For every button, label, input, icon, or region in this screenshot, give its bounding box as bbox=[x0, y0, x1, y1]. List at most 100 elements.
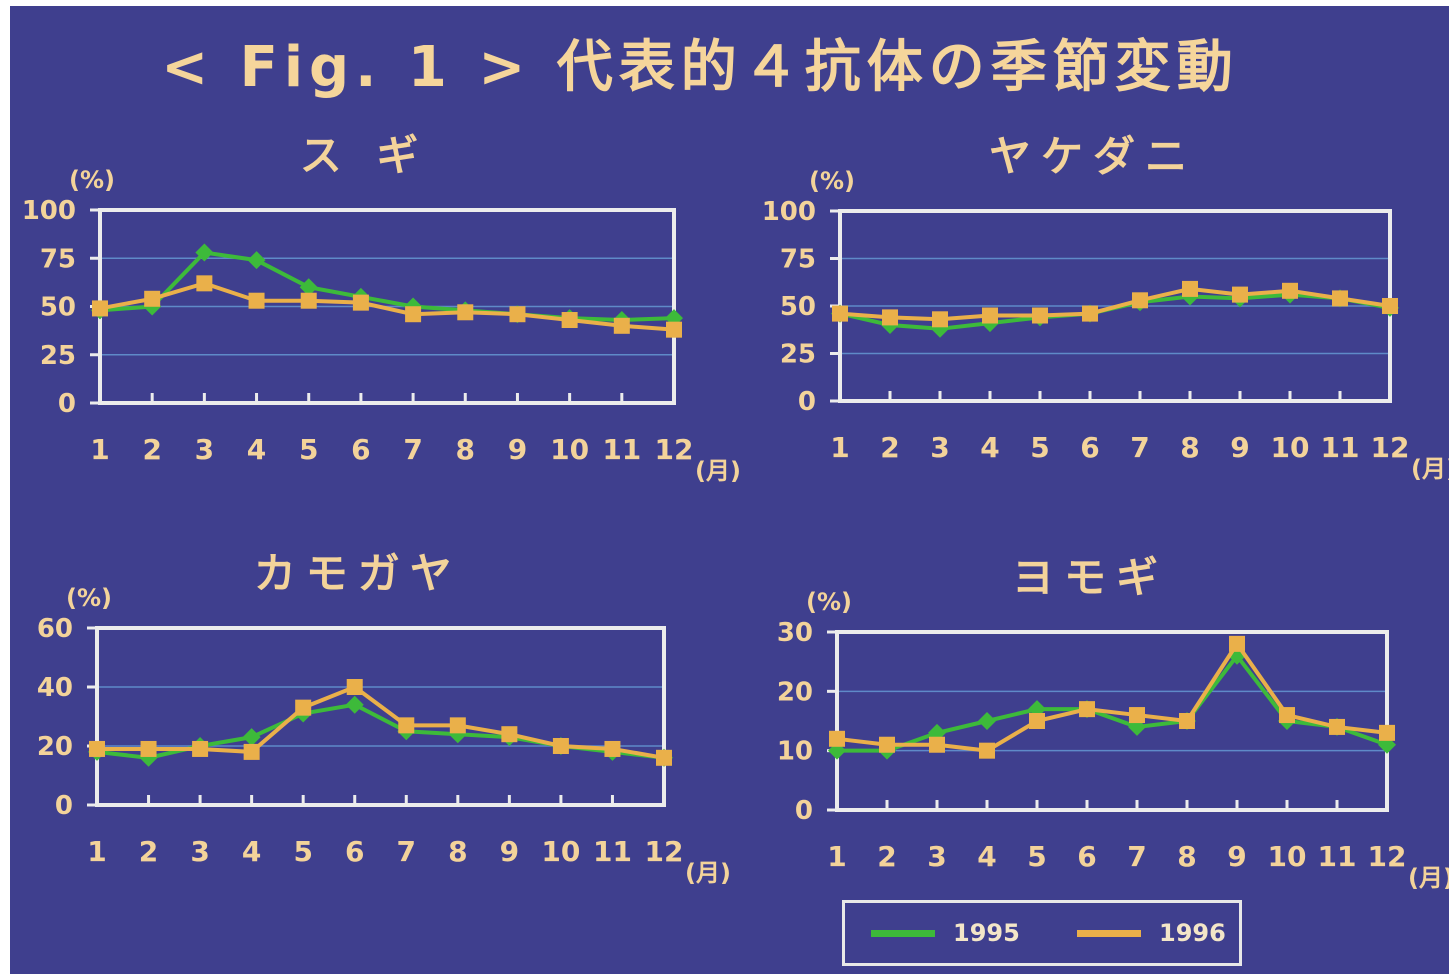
data-point-1996 bbox=[1132, 292, 1148, 309]
x-tick-label: 5 bbox=[299, 433, 318, 466]
data-point-1996 bbox=[1079, 701, 1095, 718]
data-point-1996 bbox=[140, 740, 157, 757]
x-tick-label: 9 bbox=[1227, 840, 1246, 873]
x-tick-label: 5 bbox=[1027, 840, 1046, 873]
x-tick-label: 11 bbox=[593, 835, 632, 868]
data-point-1996 bbox=[932, 311, 948, 328]
x-tick-label: 7 bbox=[1127, 840, 1146, 873]
data-point-1996 bbox=[449, 717, 466, 734]
data-point-1996 bbox=[1232, 286, 1248, 303]
x-unit-label: (月) bbox=[695, 457, 741, 485]
series-line-1995 bbox=[99, 250, 675, 323]
data-point-1996 bbox=[352, 294, 369, 311]
x-unit-label: (月) bbox=[1408, 864, 1449, 892]
x-tick-label: 3 bbox=[930, 431, 949, 464]
legend: 1995 1996 bbox=[842, 900, 1242, 966]
chart-title: ス ギ bbox=[300, 131, 429, 180]
data-point-1996 bbox=[1229, 635, 1245, 652]
y-tick-label: 40 bbox=[37, 673, 73, 703]
data-point-1995 bbox=[247, 251, 266, 270]
x-tick-label: 9 bbox=[500, 835, 519, 868]
legend-swatch-1995 bbox=[871, 929, 935, 937]
chart-title: カモガヤ bbox=[254, 549, 462, 598]
legend-label-1995: 1995 bbox=[953, 919, 1020, 947]
x-tick-label: 12 bbox=[655, 433, 694, 466]
data-point-1996 bbox=[1379, 724, 1395, 741]
x-tick-label: 9 bbox=[1230, 431, 1249, 464]
x-tick-label: 3 bbox=[195, 433, 214, 466]
data-point-1996 bbox=[1282, 282, 1298, 299]
data-point-1995 bbox=[195, 243, 214, 262]
data-point-1996 bbox=[879, 736, 895, 753]
x-tick-label: 11 bbox=[1318, 840, 1357, 873]
x-unit-label: (月) bbox=[685, 859, 731, 887]
y-tick-label: 25 bbox=[40, 341, 76, 371]
data-point-1996 bbox=[405, 306, 422, 323]
data-point-1996 bbox=[666, 321, 682, 338]
data-point-1996 bbox=[457, 304, 474, 321]
data-point-1996 bbox=[929, 736, 945, 753]
data-point-1996 bbox=[979, 742, 995, 759]
y-tick-label: 20 bbox=[777, 677, 813, 707]
x-tick-label: 6 bbox=[351, 433, 370, 466]
chart-title: ヤケダニ bbox=[989, 132, 1197, 181]
x-tick-label: 5 bbox=[1030, 431, 1049, 464]
x-tick-label: 3 bbox=[190, 835, 209, 868]
data-point-1996 bbox=[1279, 707, 1295, 724]
y-tick-label: 100 bbox=[22, 196, 76, 226]
series-line-1996 bbox=[97, 684, 665, 760]
y-tick-label: 20 bbox=[37, 732, 73, 762]
x-tick-label: 1 bbox=[90, 433, 109, 466]
x-unit-label: (月) bbox=[1411, 455, 1449, 483]
x-tick-label: 10 bbox=[550, 433, 589, 466]
data-point-1996 bbox=[613, 317, 630, 334]
x-tick-label: 7 bbox=[1130, 431, 1149, 464]
y-tick-label: 0 bbox=[795, 796, 813, 826]
x-tick-label: 2 bbox=[139, 835, 158, 868]
data-point-1996 bbox=[1182, 280, 1198, 297]
x-tick-label: 12 bbox=[1371, 431, 1410, 464]
x-tick-label: 8 bbox=[456, 433, 475, 466]
x-tick-label: 11 bbox=[602, 433, 641, 466]
data-point-1996 bbox=[832, 305, 848, 322]
y-unit-label: (%) bbox=[69, 166, 115, 194]
x-tick-label: 2 bbox=[880, 431, 899, 464]
data-point-1996 bbox=[656, 749, 672, 766]
y-tick-label: 60 bbox=[37, 614, 73, 644]
data-point-1996 bbox=[144, 290, 161, 307]
data-point-1996 bbox=[300, 292, 317, 309]
chart-title: ヨモギ bbox=[1012, 553, 1168, 602]
y-tick-label: 0 bbox=[798, 387, 816, 417]
data-point-1996 bbox=[552, 738, 569, 754]
x-tick-label: 9 bbox=[508, 433, 527, 466]
data-point-1996 bbox=[982, 307, 998, 324]
data-point-1996 bbox=[604, 740, 621, 757]
x-tick-label: 1 bbox=[830, 431, 849, 464]
legend-item-1995: 1995 bbox=[871, 903, 1020, 963]
slide-background bbox=[10, 6, 1449, 974]
x-tick-label: 8 bbox=[1180, 431, 1199, 464]
data-point-1996 bbox=[1129, 707, 1145, 724]
legend-label-1996: 1996 bbox=[1159, 919, 1226, 947]
data-point-1996 bbox=[196, 275, 213, 292]
y-tick-label: 75 bbox=[40, 244, 76, 274]
series-line-1996 bbox=[836, 640, 1388, 753]
data-point-1995 bbox=[242, 728, 261, 747]
data-point-1996 bbox=[92, 300, 108, 317]
x-tick-label: 7 bbox=[403, 433, 422, 466]
data-point-1996 bbox=[1032, 307, 1048, 324]
legend-item-1996: 1996 bbox=[1077, 903, 1226, 963]
x-tick-label: 3 bbox=[927, 840, 946, 873]
x-tick-label: 5 bbox=[293, 835, 312, 868]
x-tick-label: 2 bbox=[142, 433, 161, 466]
data-point-1996 bbox=[243, 743, 260, 760]
y-tick-label: 25 bbox=[780, 340, 816, 370]
legend-swatch-1996 bbox=[1077, 929, 1141, 937]
x-tick-label: 4 bbox=[980, 431, 999, 464]
y-tick-label: 0 bbox=[55, 791, 73, 821]
x-tick-label: 4 bbox=[977, 840, 996, 873]
data-point-1996 bbox=[398, 717, 415, 734]
